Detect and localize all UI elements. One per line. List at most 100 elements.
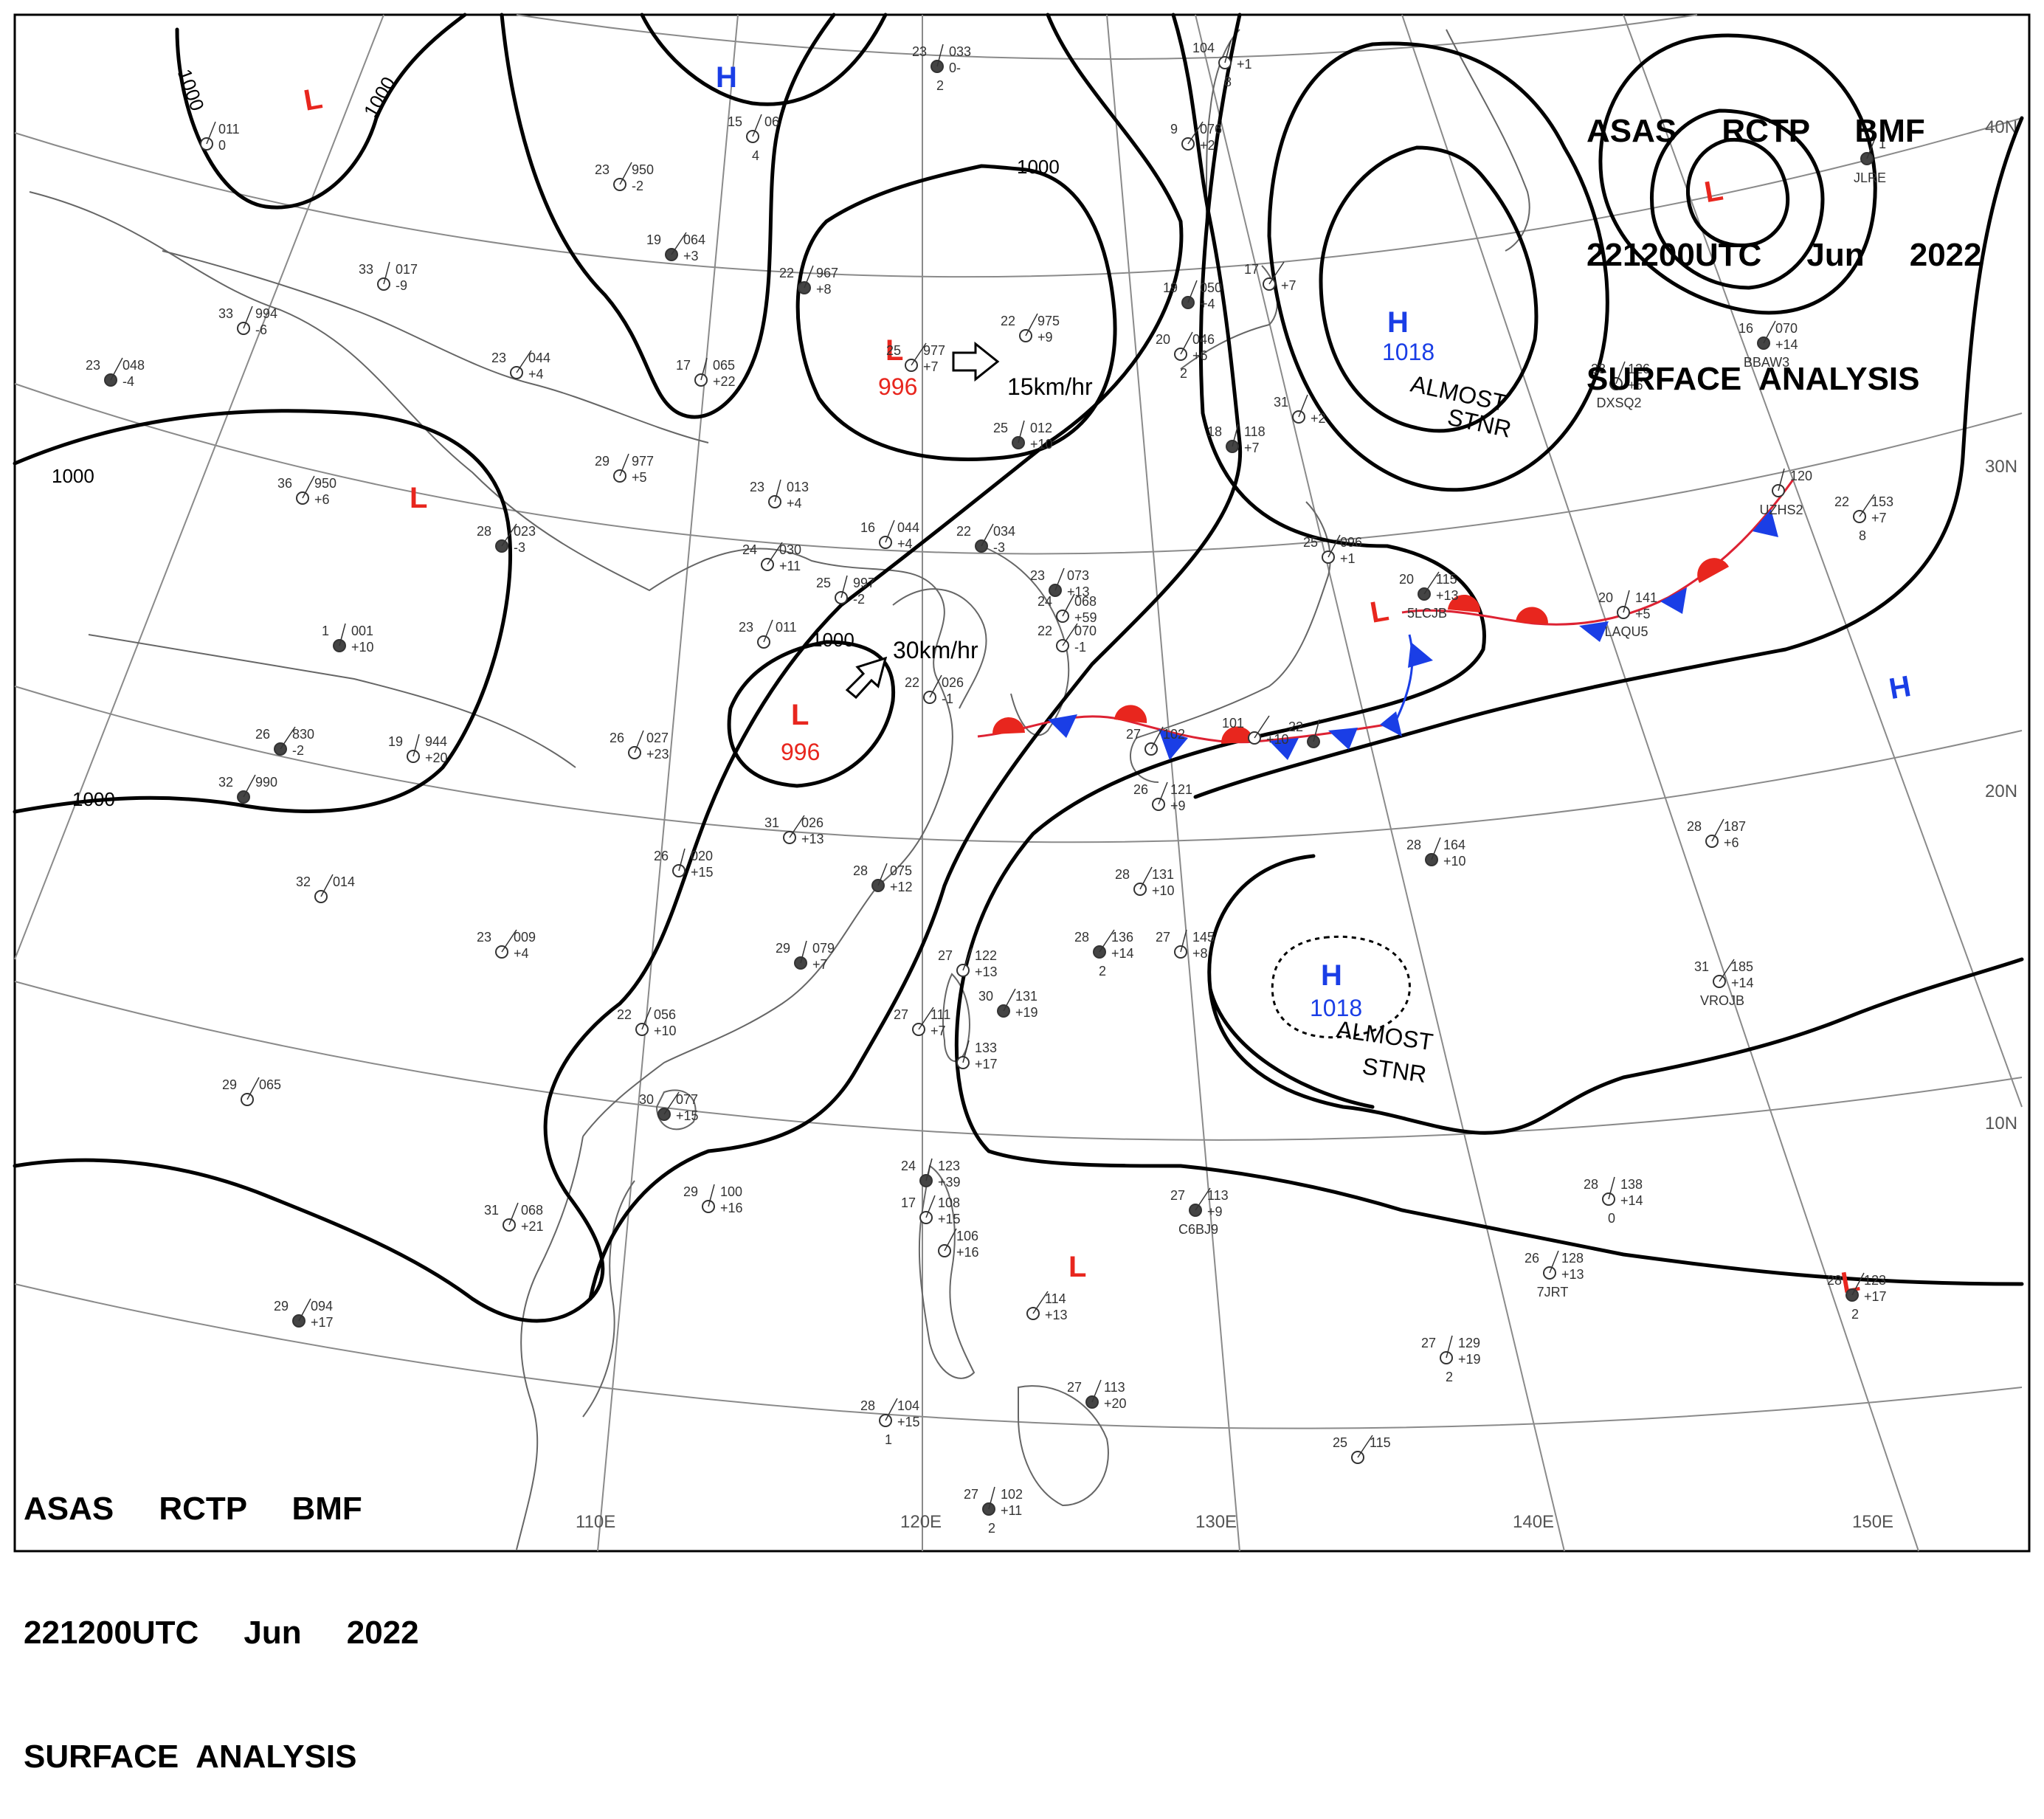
station-plot: 29 094+17: [274, 1298, 334, 1330]
wind-barb: [1032, 1291, 1049, 1314]
station-temperature: 18: [1207, 424, 1222, 439]
station-temperature: 27: [1126, 727, 1141, 742]
station-pressure-tendency: -2: [853, 592, 865, 607]
wind-barb: [885, 1398, 898, 1421]
wind-barb: [1158, 781, 1168, 805]
station-plot: 120 UZHS2: [1759, 468, 1812, 517]
station-pressure: 115: [1436, 572, 1457, 587]
station-plot: 1 001 +10: [322, 623, 374, 655]
station-pressure: 065: [713, 358, 735, 373]
wind-barb: [804, 265, 814, 289]
station-pressure-tendency: +13: [1561, 1267, 1584, 1282]
station-temperature: 27: [1156, 930, 1170, 945]
station-extra: C6BJ9: [1178, 1222, 1218, 1237]
high-pressure-center: H: [1387, 306, 1409, 339]
coast-indochina: [516, 1136, 584, 1550]
station-pressure-tendency: 0-: [949, 61, 961, 75]
isobar-label: 1000: [812, 629, 854, 651]
isobar-1014-north-high: [1319, 145, 1539, 433]
station-pressure-tendency: +11: [779, 559, 801, 573]
station-pressure-tendency: +2: [1200, 138, 1215, 153]
station-temperature: 28: [1406, 838, 1421, 852]
station-temperature: 28: [860, 1398, 875, 1413]
header-bottom-line1: ASAS RCTP BMF: [24, 1491, 362, 1527]
station-temperature: 19: [646, 232, 661, 247]
station-pressure-tendency: +17: [1864, 1289, 1887, 1304]
station-extra: 2: [1446, 1370, 1453, 1384]
station-temperature: 25: [816, 576, 831, 590]
station-plot: 28 164 +10: [1406, 837, 1466, 869]
station-pressure: 111: [930, 1007, 950, 1022]
lat-label-20n: 20N: [1985, 781, 2017, 801]
station-extra: 5LCJB: [1407, 606, 1447, 621]
station-pressure-tendency: +10: [654, 1024, 677, 1038]
pressure-centers: L H L 996 L L 996 H 1018 L L H 1018 H L …: [301, 61, 1913, 1299]
station-pressure-tendency: +17: [311, 1315, 334, 1330]
isobar-1002-north-high: [640, 13, 888, 106]
station-plot: 19 064 +3: [646, 232, 705, 263]
stationary-front-east: [1401, 479, 1795, 626]
station-plot: 25 997 -2: [816, 575, 875, 607]
station-plot: 33 017-9: [359, 261, 418, 293]
isobar-1002-north-ridge: [500, 13, 836, 419]
wind-barb: [678, 848, 686, 871]
wind-barb: [988, 1486, 995, 1510]
station-pressure: 126: [1628, 362, 1650, 376]
lon-label-150e: 150E: [1852, 1512, 1893, 1532]
wind-barb: [925, 1195, 936, 1218]
station-plot: 28 187+6: [1687, 818, 1746, 850]
station-temperature: 17: [901, 1195, 916, 1210]
station-pressure: 102: [1163, 727, 1185, 742]
station-plot: 33 994-6: [218, 306, 277, 337]
wind-barb: [280, 726, 296, 750]
station-pressure: 044: [528, 351, 550, 365]
station-pressure-tendency: -9: [396, 278, 407, 293]
station-pressure-tendency: -2: [632, 179, 643, 193]
station-pressure-tendency: +14: [1620, 1193, 1643, 1208]
cold-front-symbol: [1660, 587, 1687, 614]
station-pressure: 997: [853, 576, 875, 590]
station-pressure-tendency: +2: [1311, 411, 1326, 426]
station-plot: 27 102+11 2: [964, 1486, 1023, 1536]
wind-barb: [243, 306, 253, 329]
station-temperature: 15: [728, 114, 742, 129]
station-plot: 25 977+7: [886, 342, 945, 374]
station-plot: 27 145+8: [1156, 929, 1215, 961]
wind-barb: [246, 1077, 260, 1100]
wind-barb: [501, 523, 517, 547]
isobar-1010-north-high: [1267, 41, 1609, 492]
station-plot: 29 977+5: [595, 453, 654, 485]
wind-barb: [634, 730, 644, 753]
wind-barb: [1711, 818, 1724, 842]
cold-front-symbol: [1380, 711, 1402, 736]
station-temperature: 1: [322, 624, 329, 638]
station-plot: 28 023-3: [477, 523, 536, 555]
station-temperature: 23: [595, 162, 610, 177]
wind-barb: [412, 734, 420, 757]
station-pressure: 136: [1111, 930, 1133, 945]
station-plot: 16 070+14 BBAW3: [1739, 320, 1798, 370]
station-plot: 104 +1 8: [1192, 40, 1252, 89]
motion-arrows: [845, 341, 1000, 700]
station-extra: 2: [988, 1521, 995, 1536]
station-plot: 29 065: [222, 1077, 281, 1106]
coast-tibet-border: [88, 634, 576, 768]
wind-barb: [1357, 1435, 1373, 1458]
wind-barb: [1549, 1250, 1559, 1274]
motion-arrow-northeast: [845, 656, 888, 700]
station-pressure: 075: [890, 863, 912, 878]
wind-barb: [1180, 331, 1193, 355]
station-pressure-tendency: +4: [514, 946, 529, 961]
station-pressure-tendency: +9: [1170, 798, 1186, 813]
station-plot: 24 030 +11: [742, 542, 801, 573]
wind-barb: [1446, 1335, 1453, 1359]
pressure-value-high: 1018: [1382, 339, 1434, 365]
station-temperature: 20: [1399, 572, 1414, 587]
warm-front-symbol: [1697, 558, 1729, 583]
lon-label-110e: 110E: [576, 1512, 615, 1532]
station-pressure: 123: [1864, 1273, 1886, 1288]
station-temperature: 23: [86, 358, 100, 373]
wind-barb: [1232, 424, 1239, 447]
station-plot: 22 056 +10: [617, 1007, 677, 1038]
station-pressure: 017: [396, 262, 418, 277]
